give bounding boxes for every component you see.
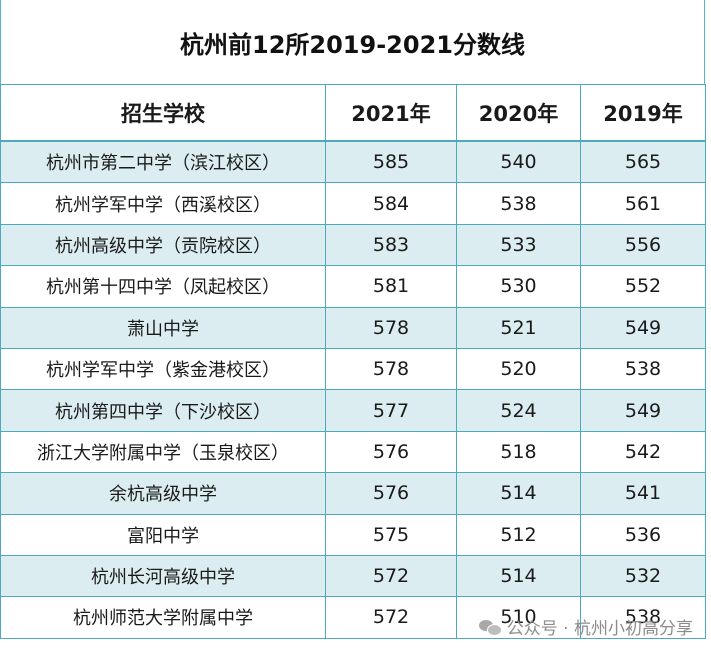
score-2021-cell: 576 (325, 430, 457, 474)
score-2021-cell: 578 (325, 306, 457, 349)
score-2020-cell: 533 (456, 223, 581, 267)
header-2020: 2020年 (456, 84, 581, 142)
header-row: 招生学校 2021年 2020年 2019年 (0, 84, 706, 142)
score-2021-cell: 583 (325, 223, 457, 267)
score-2019-cell: 561 (580, 182, 706, 225)
school-cell: 杭州长河高级中学 (0, 554, 326, 598)
score-2019-cell: 556 (580, 223, 706, 267)
score-2021-cell: 576 (325, 472, 457, 515)
score-2019-cell: 538 (580, 347, 706, 391)
score-2020-cell: 514 (456, 472, 581, 515)
score-2019-cell: 538 (580, 596, 706, 639)
watermark-text: 公众号 · 杭州小初高分享 (506, 619, 693, 639)
school-cell: 浙江大学附属中学（玉泉校区） (0, 430, 326, 474)
school-cell: 杭州高级中学（贡院校区） (0, 223, 326, 267)
score-2021-cell: 572 (325, 596, 457, 639)
table-row: 余杭高级中学 576 514 541 (0, 472, 706, 515)
score-2021-cell: 575 (325, 513, 457, 556)
score-2021-cell: 578 (325, 347, 457, 391)
score-2020-cell: 510 (456, 596, 581, 639)
score-2019-cell: 532 (580, 554, 706, 598)
table-row: 浙江大学附属中学（玉泉校区） 576 518 542 (0, 430, 706, 474)
score-2019-cell: 541 (580, 472, 706, 515)
watermark: 公众号 · 杭州小初高分享 (478, 614, 693, 639)
score-2021-cell: 581 (325, 265, 457, 308)
score-2020-cell: 520 (456, 347, 581, 391)
score-2020-cell: 521 (456, 306, 581, 349)
score-2021-cell: 584 (325, 182, 457, 225)
score-2021-cell: 585 (325, 140, 457, 184)
header-school: 招生学校 (0, 84, 326, 142)
score-2019-cell: 552 (580, 265, 706, 308)
score-2020-cell: 518 (456, 430, 581, 474)
table-row: 萧山中学 578 521 549 (0, 306, 706, 349)
score-2020-cell: 538 (456, 182, 581, 225)
score-2021-cell: 577 (325, 389, 457, 432)
score-table: 招生学校 2021年 2020年 2019年 杭州市第二中学（滨江校区） 585 5… (0, 84, 706, 639)
table-row: 富阳中学 575 512 536 (0, 513, 706, 556)
table-row: 杭州学军中学（西溪校区） 584 538 561 (0, 182, 706, 225)
school-cell: 杭州师范大学附属中学 (0, 596, 326, 639)
score-2020-cell: 530 (456, 265, 581, 308)
score-2020-cell: 524 (456, 389, 581, 432)
table-row: 杭州第四中学（下沙校区） 577 524 549 (0, 389, 706, 432)
score-2019-cell: 536 (580, 513, 706, 556)
header-2019: 2019年 (580, 84, 706, 142)
school-cell: 富阳中学 (0, 513, 326, 556)
score-2019-cell: 542 (580, 430, 706, 474)
school-cell: 杭州学军中学（紫金港校区） (0, 347, 326, 391)
school-cell: 杭州市第二中学（滨江校区） (0, 140, 326, 184)
school-cell: 杭州第十四中学（凤起校区） (0, 265, 326, 308)
table-row: 杭州市第二中学（滨江校区） 585 540 565 (0, 140, 706, 184)
table-row: 杭州高级中学（贡院校区） 583 533 556 (0, 223, 706, 267)
table-row: 杭州学军中学（紫金港校区） 578 520 538 (0, 347, 706, 391)
score-2019-cell: 549 (580, 306, 706, 349)
school-cell: 萧山中学 (0, 306, 326, 349)
header-2021: 2021年 (325, 84, 457, 142)
score-2019-cell: 549 (580, 389, 706, 432)
score-2020-cell: 540 (456, 140, 581, 184)
school-cell: 余杭高级中学 (0, 472, 326, 515)
wechat-icon (478, 618, 502, 636)
table-row: 杭州第十四中学（凤起校区） 581 530 552 (0, 265, 706, 308)
score-2020-cell: 512 (456, 513, 581, 556)
table-row: 杭州长河高级中学 572 514 532 (0, 554, 706, 598)
score-2019-cell: 565 (580, 140, 706, 184)
school-cell: 杭州第四中学（下沙校区） (0, 389, 326, 432)
table-title: 杭州前12所2019-2021分数线 (180, 30, 525, 59)
score-2021-cell: 572 (325, 554, 457, 598)
score-2020-cell: 514 (456, 554, 581, 598)
table-row: 杭州师范大学附属中学 572 510 538 (0, 596, 706, 639)
school-cell: 杭州学军中学（西溪校区） (0, 182, 326, 225)
